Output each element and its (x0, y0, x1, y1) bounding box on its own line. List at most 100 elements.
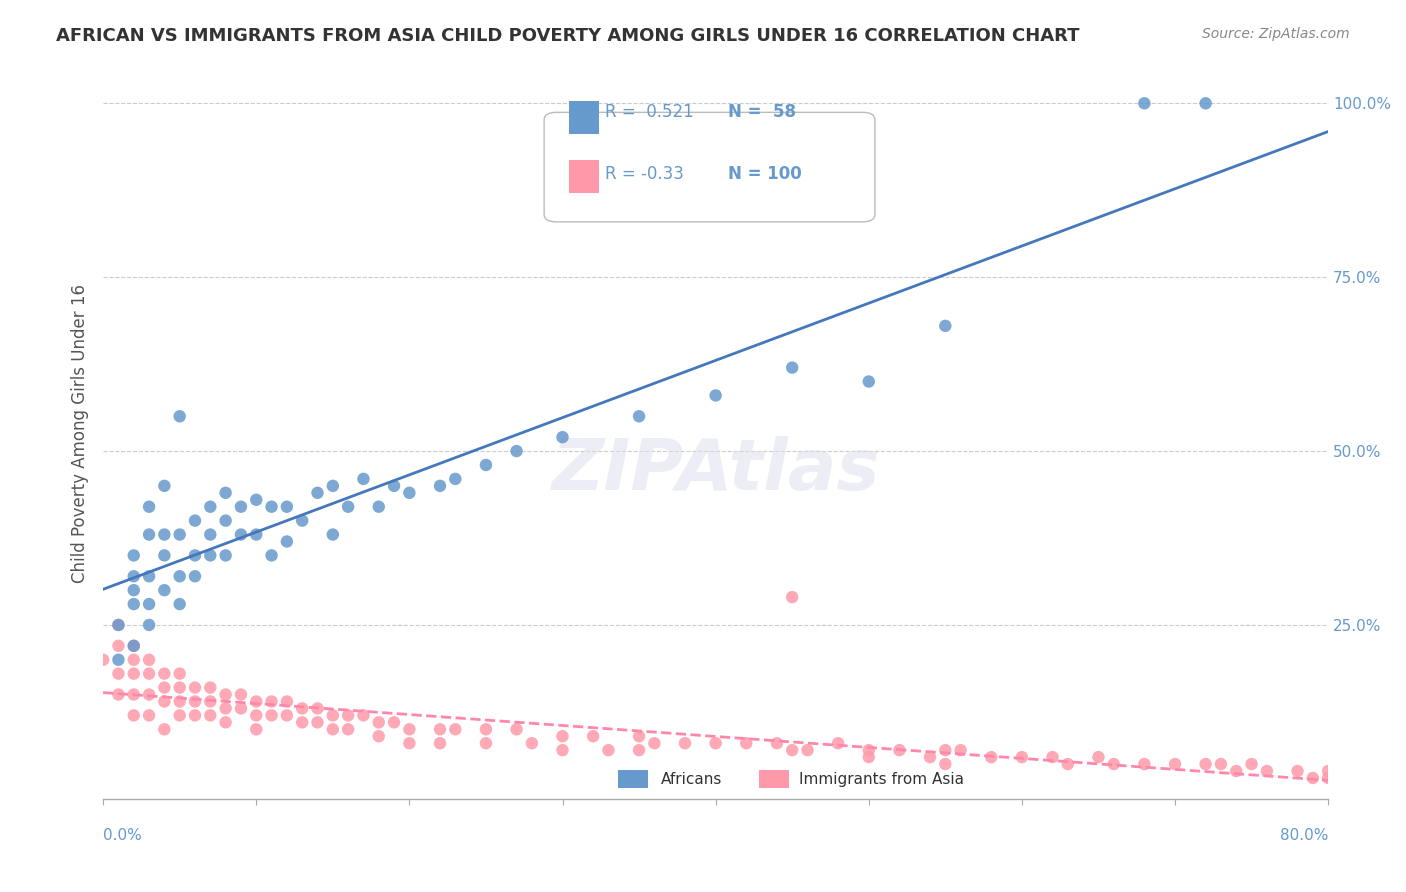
Point (429, 479, 451, 493)
Point (475, 736, 498, 750)
Text: N =  58: N = 58 (728, 103, 796, 121)
Point (1240, 757, 1263, 772)
Point (735, 736, 758, 750)
Point (505, 444, 527, 458)
Point (138, 527, 160, 541)
Point (184, 694, 207, 708)
Point (214, 514, 236, 528)
Text: Source: ZipAtlas.com: Source: ZipAtlas.com (1202, 27, 1350, 41)
Point (138, 569, 160, 583)
Point (1317, 764, 1340, 778)
Point (245, 527, 267, 541)
Point (169, 694, 191, 708)
Point (122, 583, 145, 598)
Bar (568, 102, 599, 135)
Point (260, 694, 283, 708)
Point (138, 618, 160, 632)
Point (107, 639, 129, 653)
Point (169, 597, 191, 611)
Point (551, 743, 574, 757)
Point (1302, 771, 1324, 785)
Point (214, 549, 236, 563)
Point (780, 360, 803, 375)
Text: R = -0.33: R = -0.33 (606, 165, 685, 184)
Point (337, 708, 360, 723)
Point (107, 618, 129, 632)
Text: R =  0.521: R = 0.521 (606, 103, 695, 121)
Point (169, 708, 191, 723)
Point (382, 715, 405, 730)
Point (1042, 750, 1064, 764)
Point (628, 409, 651, 424)
Point (322, 708, 344, 723)
Point (138, 597, 160, 611)
Point (551, 430, 574, 444)
Point (122, 653, 145, 667)
Point (122, 569, 145, 583)
Point (184, 549, 207, 563)
Point (184, 514, 207, 528)
Point (169, 569, 191, 583)
Point (704, 388, 727, 402)
Point (169, 666, 191, 681)
Point (200, 500, 222, 514)
Point (169, 527, 191, 541)
Point (138, 708, 160, 723)
Point (291, 514, 314, 528)
Point (169, 409, 191, 424)
Point (1225, 764, 1247, 778)
Text: 0.0%: 0.0% (103, 828, 142, 843)
Point (276, 694, 298, 708)
Point (229, 701, 252, 715)
Point (200, 694, 222, 708)
Point (122, 666, 145, 681)
Point (122, 708, 145, 723)
Point (245, 694, 267, 708)
Point (307, 701, 329, 715)
Point (1011, 750, 1033, 764)
Point (444, 472, 467, 486)
Point (107, 688, 129, 702)
Point (122, 639, 145, 653)
Point (475, 723, 498, 737)
Point (475, 458, 498, 472)
Point (229, 500, 252, 514)
Point (153, 723, 176, 737)
Point (949, 743, 972, 757)
Point (184, 681, 207, 695)
Point (934, 757, 956, 772)
Point (153, 583, 176, 598)
Point (367, 715, 389, 730)
Point (1317, 771, 1340, 785)
Point (352, 472, 374, 486)
Point (766, 736, 789, 750)
Point (153, 479, 176, 493)
Y-axis label: Child Poverty Among Girls Under 16: Child Poverty Among Girls Under 16 (72, 285, 89, 583)
Text: 80.0%: 80.0% (1279, 828, 1329, 843)
Point (1194, 757, 1216, 772)
Point (245, 723, 267, 737)
Point (337, 723, 360, 737)
Point (107, 653, 129, 667)
Point (307, 715, 329, 730)
Point (1194, 96, 1216, 111)
Point (91, 653, 114, 667)
Point (1056, 757, 1078, 772)
Point (780, 590, 803, 604)
Point (245, 492, 267, 507)
Point (551, 729, 574, 743)
Point (122, 597, 145, 611)
Point (138, 666, 160, 681)
Point (322, 527, 344, 541)
Point (276, 500, 298, 514)
Text: N = 100: N = 100 (728, 165, 801, 184)
Point (827, 736, 849, 750)
Point (169, 681, 191, 695)
Point (918, 750, 941, 764)
Point (398, 736, 420, 750)
Point (276, 534, 298, 549)
Point (1133, 757, 1156, 772)
Point (200, 549, 222, 563)
Point (858, 743, 880, 757)
Bar (568, 160, 599, 193)
